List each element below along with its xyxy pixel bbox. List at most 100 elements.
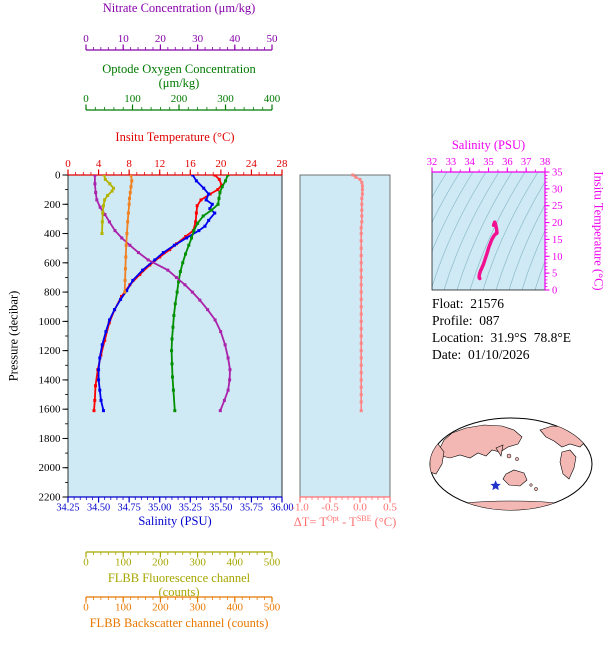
backscatter-axis: 0 100 200 300 400 500 [83, 596, 281, 614]
density-contours [432, 172, 545, 290]
fluorescence-axis: 0 100 200 300 400 500 [83, 551, 281, 569]
svg-text:30: 30 [552, 184, 563, 195]
backscatter-curve [123, 175, 134, 294]
pressure-axis-title: Pressure (decibar) [6, 290, 21, 382]
svg-text:100: 100 [115, 557, 132, 569]
fluorescence-curve [100, 175, 116, 236]
svg-text:1000: 1000 [39, 316, 62, 328]
svg-text:12: 12 [154, 158, 165, 170]
profile-curves [92, 175, 232, 413]
svg-text:33: 33 [446, 157, 457, 168]
svg-text:300: 300 [189, 557, 206, 569]
location-line: Location: 31.9°S 78.8°E [432, 330, 572, 345]
ts-salinity-axis-title: Salinity (PSU) [451, 138, 526, 152]
temperature-axis: 0 4 8 12 16 20 24 28 [65, 158, 289, 176]
svg-text:200: 200 [152, 602, 169, 614]
delta-t-title-prefix: ΔT= T [293, 515, 327, 530]
float-location-star-icon [490, 480, 501, 491]
svg-text:0.5: 0.5 [383, 502, 397, 514]
world-map [429, 417, 593, 511]
salinity-axis: 34.25 34.50 34.75 35.00 35.25 35.50 35.75 36.00 [56, 496, 294, 514]
delta-t-title-sup-sbe: SBE [356, 514, 372, 523]
svg-text:800: 800 [44, 287, 61, 299]
svg-text:16: 16 [185, 158, 197, 170]
delta-t-title-suffix: (°C) [371, 515, 397, 530]
svg-text:20: 20 [155, 33, 167, 45]
float-id-line: Float: 21576 [432, 296, 505, 311]
delta-t-axis-title: ΔT= TOpt - TSBE (°C) [283, 514, 407, 530]
svg-text:600: 600 [44, 257, 61, 269]
backscatter-axis-title: FLBB Backscatter channel (counts) [89, 616, 269, 630]
svg-text:36: 36 [502, 157, 513, 168]
svg-text:300: 300 [217, 93, 234, 105]
svg-text:400: 400 [44, 228, 61, 240]
svg-text:32: 32 [427, 157, 438, 168]
svg-text:40: 40 [229, 33, 241, 45]
svg-text:-0.5: -0.5 [321, 502, 339, 514]
svg-text:0: 0 [83, 602, 89, 614]
profile-number-line: Profile: 087 [432, 313, 500, 328]
svg-text:0: 0 [83, 557, 89, 569]
date-line: Date: 01/10/2026 [432, 347, 530, 362]
svg-text:-1.0: -1.0 [291, 502, 309, 514]
svg-text:2000: 2000 [39, 462, 62, 474]
svg-text:34.50: 34.50 [87, 503, 110, 514]
svg-text:200: 200 [44, 199, 61, 211]
svg-text:0: 0 [552, 286, 557, 297]
svg-text:0: 0 [65, 158, 71, 170]
svg-text:10: 10 [118, 33, 130, 45]
svg-text:20: 20 [552, 218, 563, 229]
svg-text:38: 38 [540, 157, 551, 168]
svg-text:15: 15 [552, 235, 563, 246]
svg-text:400: 400 [264, 93, 281, 105]
svg-text:400: 400 [227, 557, 244, 569]
nitrate-axis-title: Nitrate Concentration (μm/kg) [102, 1, 256, 15]
fluorescence-axis-title: FLBB Fluorescence channel (counts) [107, 571, 251, 599]
svg-text:5: 5 [552, 269, 557, 280]
salinity-curve [97, 175, 217, 413]
svg-text:34.75: 34.75 [118, 503, 141, 514]
delta-t-title-sup-opt: Opt [326, 514, 339, 523]
svg-text:8: 8 [126, 158, 132, 170]
delta-t-panel: -1.0 -0.5 0.0 0.5 [291, 173, 397, 514]
svg-text:34.25: 34.25 [56, 503, 79, 514]
svg-text:300: 300 [189, 602, 206, 614]
salinity-axis-title: Salinity (PSU) [138, 514, 212, 528]
svg-text:500: 500 [264, 602, 281, 614]
svg-text:1600: 1600 [39, 404, 62, 416]
svg-text:10: 10 [552, 252, 563, 263]
svg-text:28: 28 [277, 158, 289, 170]
svg-text:24: 24 [246, 158, 258, 170]
svg-text:36.00: 36.00 [270, 503, 293, 514]
svg-text:200: 200 [171, 93, 188, 105]
ts-temperature-axis-title: Insitu Temperature (°C) [591, 171, 606, 291]
svg-text:2200: 2200 [39, 492, 62, 504]
svg-text:35.75: 35.75 [240, 503, 263, 514]
svg-text:1200: 1200 [39, 345, 62, 357]
svg-text:4: 4 [96, 158, 102, 170]
ts-curve [477, 220, 499, 281]
oxygen-axis-title: Optode Oxygen Concentration (μm/kg) [102, 62, 256, 90]
pressure-axis: 0 200 400 600 800 1000 1200 1400 1600 1800 2000 220… [39, 170, 68, 504]
svg-text:1800: 1800 [39, 433, 62, 445]
svg-text:0: 0 [55, 170, 61, 182]
svg-text:25: 25 [552, 201, 563, 212]
svg-text:35.25: 35.25 [179, 503, 202, 514]
svg-text:100: 100 [115, 602, 132, 614]
svg-text:100: 100 [124, 93, 141, 105]
svg-text:0: 0 [83, 93, 89, 105]
ts-diagram-panel: 32 33 34 35 36 37 38 0 5 10 15 20 25 30 35 [427, 157, 563, 297]
svg-text:20: 20 [215, 158, 227, 170]
nitrate-axis: 0 10 20 30 40 50 [83, 33, 279, 51]
svg-text:30: 30 [192, 33, 204, 45]
svg-text:50: 50 [267, 33, 279, 45]
delta-t-title-mid: - T [338, 515, 357, 530]
svg-text:0: 0 [83, 33, 89, 45]
svg-text:35: 35 [552, 168, 563, 179]
svg-text:35: 35 [483, 157, 494, 168]
delta-t-curve [351, 173, 364, 413]
oxygen-curve [170, 175, 230, 413]
svg-text:0.0: 0.0 [353, 502, 367, 514]
